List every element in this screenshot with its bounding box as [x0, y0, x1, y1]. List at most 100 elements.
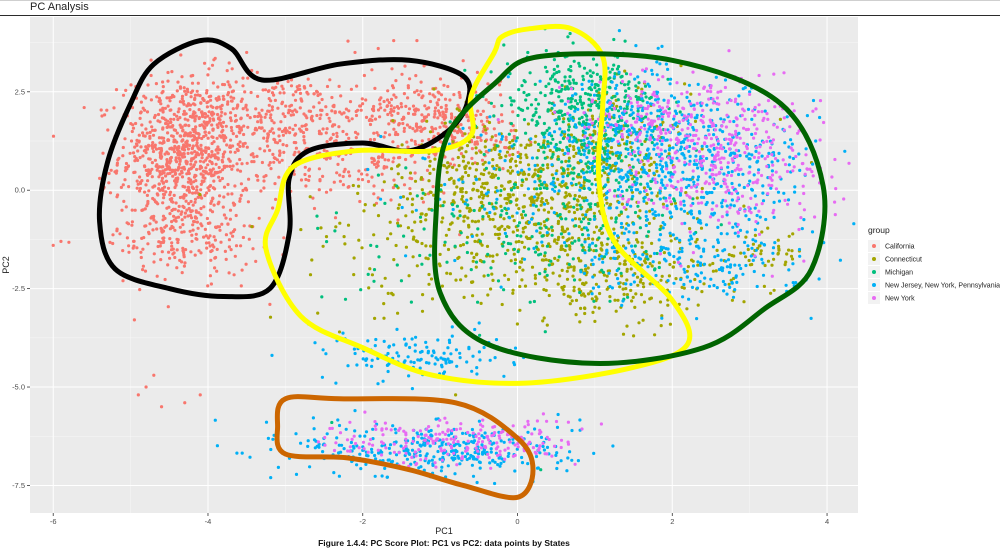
data-point	[172, 150, 176, 154]
data-point	[376, 46, 380, 51]
data-point	[458, 214, 462, 218]
data-point	[442, 370, 447, 374]
data-point	[395, 327, 399, 331]
data-point	[495, 164, 499, 168]
data-point	[59, 239, 63, 243]
data-point	[564, 159, 568, 163]
data-point	[438, 77, 443, 81]
data-point	[480, 185, 484, 189]
data-point	[703, 238, 707, 242]
data-point	[267, 163, 271, 167]
data-point	[659, 224, 663, 228]
data-point	[631, 194, 635, 198]
data-point	[760, 154, 764, 158]
data-point	[744, 263, 748, 268]
data-point	[380, 444, 384, 448]
data-point	[412, 235, 416, 239]
data-point	[171, 124, 175, 128]
data-point	[175, 89, 179, 93]
data-point	[783, 141, 787, 145]
data-point	[150, 143, 154, 147]
data-point	[194, 136, 198, 141]
data-point	[445, 271, 449, 275]
data-point	[180, 271, 184, 275]
data-point	[744, 235, 748, 239]
data-point	[566, 456, 570, 460]
data-point	[626, 170, 630, 174]
data-point	[189, 199, 193, 204]
data-point	[535, 444, 539, 448]
data-point	[451, 199, 455, 203]
data-point	[534, 134, 538, 138]
data-point	[410, 177, 414, 181]
data-point	[662, 257, 667, 261]
data-point	[642, 162, 646, 167]
data-point	[230, 192, 234, 196]
data-point	[687, 238, 691, 242]
data-point	[263, 88, 268, 92]
data-point	[648, 262, 652, 266]
data-point	[545, 445, 550, 449]
data-point	[373, 117, 378, 121]
data-point	[176, 110, 180, 114]
data-point	[644, 137, 648, 141]
data-point	[168, 99, 172, 103]
data-point	[156, 166, 160, 170]
data-point	[225, 69, 229, 73]
data-point	[513, 261, 517, 265]
data-point	[415, 39, 419, 43]
data-point	[561, 120, 565, 124]
data-point	[714, 269, 718, 273]
data-point	[493, 212, 497, 216]
data-point	[582, 180, 586, 184]
data-point	[656, 97, 660, 101]
data-point	[374, 457, 378, 461]
data-point	[791, 156, 796, 161]
data-point	[561, 136, 566, 141]
data-point	[307, 167, 312, 171]
data-point	[566, 164, 570, 168]
data-point	[500, 302, 504, 307]
data-point	[170, 199, 174, 203]
data-point	[597, 306, 601, 310]
data-point	[282, 91, 286, 95]
data-point	[474, 253, 479, 257]
data-point	[681, 140, 685, 144]
data-point	[388, 451, 392, 455]
data-point	[580, 103, 584, 107]
data-point	[585, 155, 589, 159]
data-point	[137, 140, 141, 144]
data-point	[172, 193, 176, 197]
data-point	[460, 146, 464, 150]
data-point	[479, 138, 483, 142]
data-point	[268, 116, 272, 120]
data-point	[169, 155, 173, 160]
data-point	[175, 131, 179, 135]
data-point	[195, 188, 199, 192]
data-point	[448, 360, 452, 364]
data-point	[592, 93, 597, 97]
data-point	[327, 116, 331, 120]
data-point	[805, 114, 810, 118]
data-point	[682, 153, 686, 157]
data-point	[561, 202, 566, 206]
data-point	[560, 217, 564, 221]
data-point	[176, 238, 180, 242]
data-point	[577, 161, 581, 165]
data-point	[797, 152, 801, 156]
data-point	[659, 278, 663, 282]
data-point	[436, 116, 440, 120]
data-point	[535, 198, 539, 202]
data-point	[814, 139, 818, 143]
data-point	[583, 251, 587, 255]
data-point	[524, 98, 528, 102]
data-point	[725, 213, 729, 217]
data-point	[262, 186, 266, 190]
data-point	[711, 201, 715, 205]
data-point	[285, 144, 289, 148]
data-point	[370, 114, 374, 118]
data-point	[705, 144, 709, 149]
data-point	[770, 169, 775, 173]
data-point	[139, 255, 143, 260]
data-point	[372, 131, 376, 135]
